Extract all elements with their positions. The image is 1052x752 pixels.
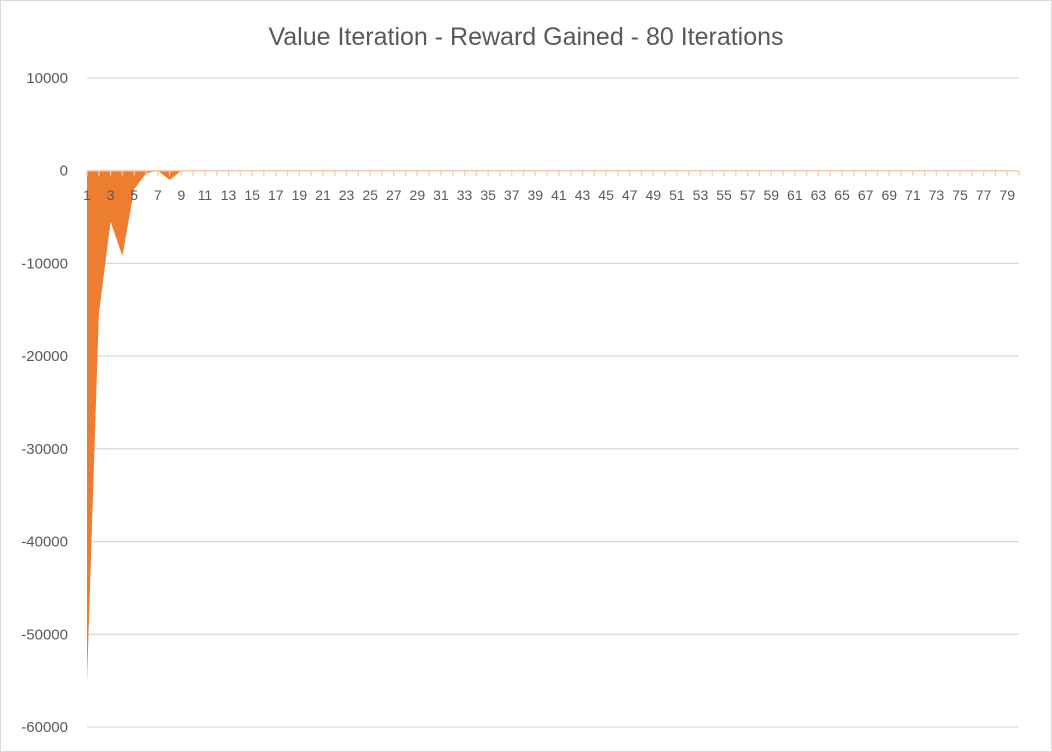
x-tick-label: 63 <box>811 187 827 203</box>
x-tick-label: 21 <box>315 187 331 203</box>
y-tick-label: -50000 <box>21 626 68 643</box>
x-tick-label: 35 <box>480 187 496 203</box>
x-tick-label: 55 <box>716 187 732 203</box>
x-tick-label: 57 <box>740 187 756 203</box>
x-tick-label: 33 <box>457 187 473 203</box>
x-tick-label: 71 <box>905 187 921 203</box>
x-tick-label: 51 <box>669 187 685 203</box>
y-tick-label: 0 <box>60 163 68 180</box>
chart-title: Value Iteration - Reward Gained - 80 Ite… <box>268 23 783 51</box>
y-tick-label: 10000 <box>26 70 68 87</box>
x-tick-label: 31 <box>433 187 449 203</box>
x-tick-label: 13 <box>221 187 237 203</box>
x-tick-label: 67 <box>858 187 874 203</box>
x-tick-label: 27 <box>386 187 402 203</box>
x-tick-label: 65 <box>834 187 850 203</box>
x-tick-label: 15 <box>244 187 260 203</box>
y-tick-label: -10000 <box>21 255 68 272</box>
x-tick-label: 5 <box>130 187 138 203</box>
x-tick-label: 1 <box>83 187 91 203</box>
x-tick-label: 41 <box>551 187 567 203</box>
x-tick-label: 77 <box>976 187 992 203</box>
x-tick-label: 39 <box>528 187 544 203</box>
x-tick-label: 47 <box>622 187 638 203</box>
x-tick-label: 53 <box>693 187 709 203</box>
x-axis: 1 3 5 7 9 11 13 15 17 19 21 23 25 27 29 31 33 35 37 39 41 43 4… <box>83 169 1020 203</box>
x-tick-label: 19 <box>292 187 308 203</box>
x-tick-label: 79 <box>999 187 1015 203</box>
x-tick-label: 45 <box>598 187 614 203</box>
x-tick-label: 11 <box>198 187 213 203</box>
x-tick-label: 17 <box>268 187 284 203</box>
series-area <box>87 170 1019 681</box>
x-tick-label: 3 <box>107 187 115 203</box>
gridlines <box>87 77 1019 728</box>
y-tick-label: -30000 <box>21 441 68 458</box>
y-axis-labels: 10000 0 -10000 -20000 -30000 -40000 -50000 -600… <box>21 70 68 736</box>
x-tick-label: 59 <box>763 187 779 203</box>
x-tick-label: 23 <box>339 187 355 203</box>
x-tick-label: 29 <box>410 187 426 203</box>
x-tick-label: 73 <box>929 187 945 203</box>
x-tick-label: 69 <box>881 187 897 203</box>
y-tick-label: -20000 <box>21 348 68 365</box>
x-tick-label: 25 <box>362 187 378 203</box>
x-tick-label: 43 <box>575 187 591 203</box>
x-tick-label: 7 <box>154 187 162 203</box>
x-tick-label: 9 <box>177 187 185 203</box>
x-tick-label: 75 <box>952 187 968 203</box>
y-tick-label: -60000 <box>21 719 68 736</box>
x-tick-label: 61 <box>787 187 803 203</box>
y-tick-label: -40000 <box>21 534 68 551</box>
x-tick-label: 37 <box>504 187 520 203</box>
series-area-fill <box>87 170 1019 681</box>
x-tick-label: 49 <box>645 187 661 203</box>
